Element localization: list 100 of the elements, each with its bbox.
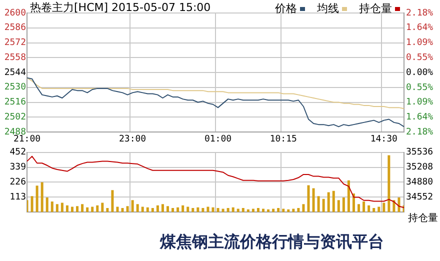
bar	[96, 205, 99, 212]
text: 煤焦钢主流价格行情与资讯平台	[160, 232, 384, 253]
bar	[156, 205, 159, 212]
y-tick-label: 2502	[4, 112, 26, 122]
bar	[362, 201, 366, 212]
y2-tick-label: 1.09%	[406, 98, 434, 108]
bar	[382, 202, 386, 212]
bar	[287, 209, 290, 212]
bar	[176, 207, 180, 212]
bar	[206, 206, 210, 212]
bar	[327, 192, 330, 212]
bar	[236, 208, 240, 212]
bar	[36, 186, 38, 212]
bar	[91, 206, 94, 212]
bar	[262, 208, 265, 212]
bar	[317, 196, 320, 212]
bar	[352, 194, 355, 212]
chart-title: 热卷主力[HCM] 2015-05-07 15:00	[30, 0, 211, 15]
bar	[182, 205, 184, 212]
bar	[186, 206, 190, 212]
y-tick-label: 2572	[4, 38, 26, 48]
y-tick-label: 452	[10, 148, 26, 158]
bar	[378, 206, 380, 212]
legend-label: 价格	[275, 1, 297, 16]
bar	[86, 207, 89, 212]
bar	[172, 208, 174, 212]
bar	[292, 208, 295, 212]
y2-tick-label: 1.09%	[406, 38, 434, 48]
bar	[246, 209, 250, 212]
bar	[222, 208, 224, 212]
bar	[111, 190, 114, 212]
y2-tick-label: 35536	[406, 148, 434, 158]
bar	[392, 200, 396, 212]
x-tick-label: 01:00	[204, 134, 232, 145]
bar	[282, 208, 285, 212]
bar	[267, 209, 270, 212]
legend-label: 持仓量	[359, 1, 392, 16]
bar	[307, 185, 310, 212]
y-tick-label: 2516	[4, 98, 26, 108]
y-tick-label: 113	[10, 192, 26, 202]
y2-tick-label: 0.55%	[406, 52, 434, 63]
y2-tick-label: 35208	[406, 162, 434, 173]
bar	[116, 206, 119, 212]
y-tick-label: 2558	[4, 52, 26, 63]
bar	[50, 201, 54, 212]
bar	[242, 208, 244, 212]
bar	[56, 204, 58, 212]
bar	[136, 204, 139, 212]
bar	[146, 207, 149, 212]
bar	[151, 208, 154, 212]
bar	[70, 206, 74, 212]
bar	[30, 196, 34, 212]
y2-tick-label: 2.18%	[406, 8, 434, 18]
y-tick-label: 226	[10, 178, 26, 188]
bar	[232, 207, 234, 212]
y2-tick-label: 0.55%	[406, 82, 434, 93]
bar	[60, 202, 64, 212]
y2-tick-label: 34552	[406, 192, 434, 202]
y-tick-label: 339	[10, 162, 26, 173]
bar	[126, 206, 129, 212]
bar	[358, 204, 360, 212]
bar	[347, 180, 350, 212]
y2-tick-label: 0.00%	[406, 68, 434, 78]
bar	[256, 208, 260, 212]
bar	[388, 155, 390, 212]
bar	[46, 197, 48, 212]
bar	[297, 208, 300, 212]
bar	[372, 208, 376, 212]
bar	[252, 208, 254, 212]
bar	[272, 208, 275, 212]
bar	[332, 190, 335, 212]
bar	[40, 182, 44, 212]
y2-tick-label: 34880	[406, 178, 434, 188]
bar	[192, 208, 194, 212]
x-tick-label: 21:00	[13, 134, 41, 145]
bar	[106, 208, 109, 212]
bar	[141, 206, 144, 212]
bar	[131, 200, 134, 212]
bar	[161, 204, 164, 212]
y2-axis-title: 持仓量	[408, 212, 438, 225]
bar	[66, 205, 68, 212]
x-tick-label: 10:15	[270, 134, 297, 145]
bar	[81, 204, 84, 212]
bar	[337, 200, 340, 212]
bar	[277, 208, 280, 212]
y-tick-label: 2586	[4, 23, 26, 34]
bar	[216, 208, 220, 212]
bar	[121, 208, 124, 212]
bar	[76, 206, 79, 212]
bar	[166, 206, 170, 212]
bar	[368, 205, 370, 212]
bar	[202, 208, 204, 212]
x-tick-label: 14:30	[370, 134, 398, 145]
x-tick-label: 23:00	[119, 134, 146, 145]
bar	[322, 198, 325, 212]
y-tick-label: 2530	[4, 82, 26, 93]
bar	[398, 197, 400, 212]
y2-tick-label: 1.64%	[406, 112, 434, 123]
bar	[226, 208, 230, 212]
y2-tick-label: 1.64%	[406, 23, 434, 34]
